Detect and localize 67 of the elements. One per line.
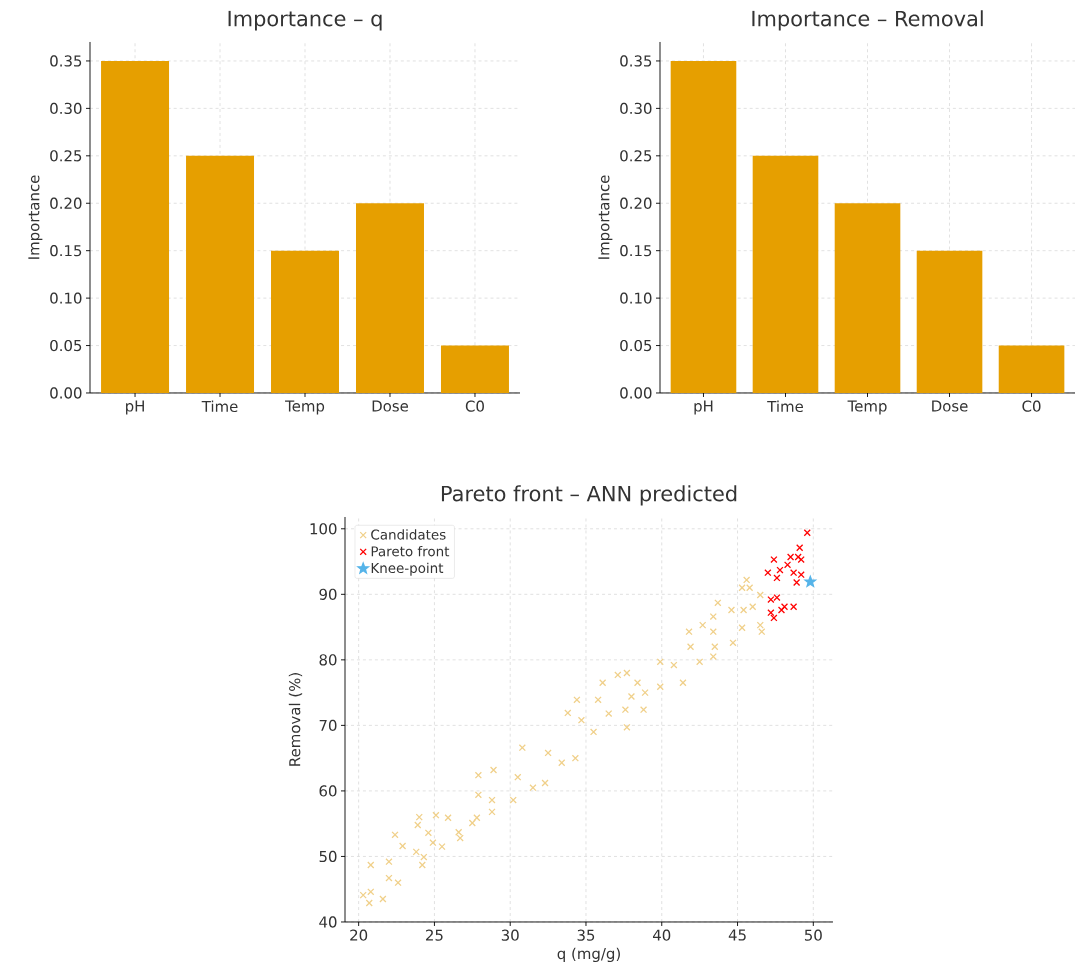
bar [186,155,255,393]
x-tick-label: Temp [285,400,325,415]
chart-title: Importance – Removal [752,10,983,31]
y-tick-label: 50 [319,850,337,863]
point [783,561,792,569]
y-tick-label: 0.15 [620,245,652,257]
legend-label: Candidates [371,529,446,540]
x-tick-label: Time [767,400,803,413]
y-axis-title: Importance [598,175,613,259]
y-tick-label: 60 [319,785,337,797]
x-tick-label: 45 [728,929,746,941]
y-tick-label: 0.25 [50,150,82,162]
chart-title: Pareto front – ANN predicted [441,485,737,506]
chart-title: Importance – q [228,10,382,31]
y-tick-label: 0.10 [50,292,82,304]
y-tick-label: 0.05 [50,339,82,352]
point [764,569,772,577]
y-tick-label: 90 [319,588,337,600]
x-tick-label: 50 [804,929,822,941]
y-tick-label: 0.00 [50,387,82,399]
y-tick-label: 0.30 [620,102,652,115]
bar [752,155,819,393]
bar [356,203,424,393]
bar [916,250,983,393]
legend-label: Knee-point [371,562,444,576]
bar [834,203,901,393]
y-tick-label: 0.35 [620,55,652,67]
bar [101,60,170,393]
x-tick-label: pH [694,400,713,415]
y-tick-label: 0.35 [50,55,82,67]
point [793,578,801,587]
x-tick-label: Time [201,400,238,413]
x-tick-label: 30 [501,929,519,941]
y-tick-label: 0.10 [620,292,652,304]
y-tick-label: 0.20 [50,197,82,209]
y-tick-label: 0.15 [50,245,82,257]
x-tick-label: 25 [426,929,443,941]
y-axis-title: Importance [28,175,43,259]
y-tick-label: 0.05 [620,339,652,352]
y-tick-label: 70 [319,719,337,732]
x-tick-label: 35 [577,929,595,941]
x-tick-label: Temp [847,400,887,415]
y-tick-label: 40 [319,916,337,928]
x-axis-title: q (mg/g) [557,947,620,963]
bar [271,250,339,393]
bar [670,60,737,393]
x-tick-label: 40 [652,929,671,941]
x-tick-label: C0 [465,400,484,412]
x-tick-label: 20 [350,929,368,941]
x-tick-label: Dose [932,400,968,412]
x-tick-label: C0 [1022,400,1041,412]
y-tick-label: 0.20 [620,197,652,209]
y-axis-title: Removal (%) [288,673,303,766]
y-tick-label: 0.00 [620,387,652,399]
point [804,575,817,587]
y-tick-label: 0.25 [620,150,652,162]
point [796,544,804,552]
legend-label: Pareto front [371,545,450,557]
y-tick-label: 80 [319,654,337,666]
x-tick-label: Dose [372,400,409,412]
point [770,555,778,564]
y-tick-label: 0.30 [50,102,82,115]
y-tick-label: 100 [310,523,337,535]
point [767,609,775,617]
x-tick-label: pH [126,400,144,415]
bar [998,345,1065,393]
bar [440,345,509,393]
